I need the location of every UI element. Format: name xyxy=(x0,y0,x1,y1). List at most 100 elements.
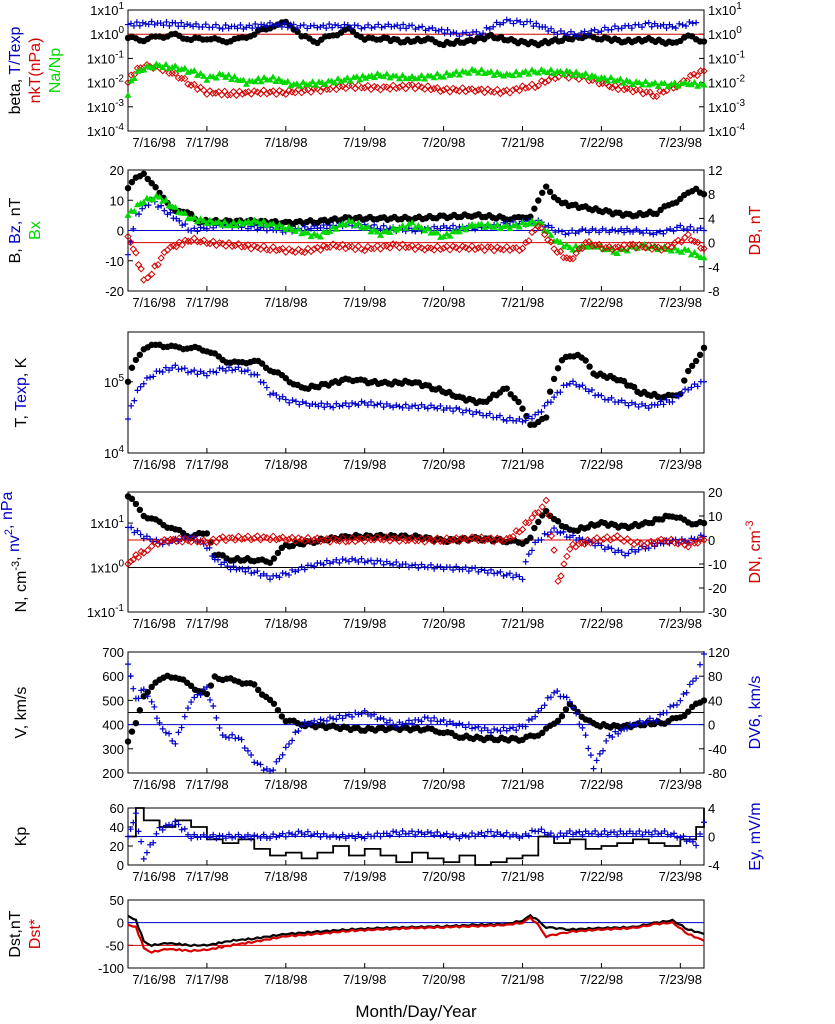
data-point xyxy=(291,227,299,234)
data-point xyxy=(166,535,175,544)
data-point xyxy=(320,561,327,568)
data-point xyxy=(576,534,583,541)
series-line xyxy=(127,916,705,954)
data-point xyxy=(693,19,700,26)
data-point xyxy=(608,83,616,92)
y-tick-label-right: 4 xyxy=(708,801,715,816)
data-point xyxy=(169,535,178,544)
data-point xyxy=(394,22,401,29)
left-axis-label: V, km/s xyxy=(13,687,30,739)
data-point xyxy=(175,23,182,30)
data-point xyxy=(686,681,693,688)
data-point xyxy=(534,69,542,76)
data-point xyxy=(466,407,473,414)
data-point xyxy=(566,380,573,387)
data-point xyxy=(349,713,356,720)
data-point xyxy=(437,832,444,839)
data-point xyxy=(688,384,695,391)
data-point xyxy=(339,831,346,838)
data-point xyxy=(608,394,615,401)
data-point xyxy=(550,70,558,77)
data-point xyxy=(623,244,631,253)
data-point xyxy=(370,82,378,91)
data-point xyxy=(336,559,343,566)
data-point xyxy=(386,403,393,410)
data-point xyxy=(556,238,564,245)
data-point xyxy=(161,207,168,214)
data-point xyxy=(156,189,163,197)
data-point xyxy=(606,732,613,739)
data-point xyxy=(503,385,510,392)
data-point xyxy=(446,537,454,545)
data-point xyxy=(418,561,425,568)
data-point xyxy=(516,415,523,422)
data-point xyxy=(456,720,463,727)
data-point xyxy=(178,826,185,833)
data-point xyxy=(475,831,482,838)
data-point xyxy=(304,721,311,728)
data-point xyxy=(444,26,451,33)
data-point xyxy=(434,405,441,412)
data-point xyxy=(525,70,533,77)
data-point xyxy=(241,368,248,375)
data-point xyxy=(455,228,463,235)
data-point xyxy=(202,21,209,28)
data-point xyxy=(190,80,198,89)
data-point xyxy=(419,23,426,30)
data-point xyxy=(267,391,274,398)
data-point xyxy=(469,725,476,732)
data-point xyxy=(266,559,274,566)
y-tick-label-right: -30 xyxy=(708,605,727,620)
data-point xyxy=(633,830,640,837)
data-point xyxy=(235,831,242,838)
data-point xyxy=(329,223,337,230)
data-point xyxy=(184,831,191,838)
data-point xyxy=(415,716,422,723)
y-tick-label-right: -4 xyxy=(708,858,720,873)
data-point xyxy=(563,552,571,561)
data-point xyxy=(691,248,699,255)
data-point xyxy=(541,402,548,409)
data-point xyxy=(412,26,419,33)
data-point xyxy=(503,571,510,578)
data-point xyxy=(144,546,152,554)
data-point xyxy=(260,570,267,577)
data-point xyxy=(335,243,344,252)
data-point xyxy=(439,244,448,252)
left-axis-label: T, Texp, K xyxy=(13,357,30,427)
data-point xyxy=(124,211,132,218)
data-point xyxy=(484,570,491,577)
data-point xyxy=(320,830,327,837)
data-point xyxy=(421,227,429,234)
data-point xyxy=(275,245,284,254)
data-point xyxy=(275,534,284,543)
data-point xyxy=(169,737,176,744)
data-point xyxy=(455,71,463,78)
data-point xyxy=(373,83,382,92)
data-point xyxy=(493,85,501,94)
data-point xyxy=(311,717,318,724)
data-point xyxy=(648,23,655,30)
data-point xyxy=(587,752,594,759)
data-point xyxy=(550,546,558,554)
data-point xyxy=(323,557,330,564)
data-point xyxy=(690,539,699,547)
data-point xyxy=(270,700,278,707)
data-point xyxy=(282,396,289,403)
data-point xyxy=(595,80,603,88)
data-point xyxy=(377,714,384,721)
data-point xyxy=(342,835,349,842)
x-tick-label: 7/18/98 xyxy=(264,777,307,792)
data-point xyxy=(520,21,527,28)
data-point xyxy=(193,538,202,546)
data-point xyxy=(554,31,561,38)
data-point xyxy=(669,398,676,405)
data-point xyxy=(519,833,526,840)
data-point xyxy=(402,224,410,231)
data-point xyxy=(683,838,690,845)
data-point xyxy=(331,79,339,86)
data-point xyxy=(477,66,485,73)
data-point xyxy=(525,832,532,839)
data-point xyxy=(181,209,189,216)
data-point xyxy=(193,85,202,93)
